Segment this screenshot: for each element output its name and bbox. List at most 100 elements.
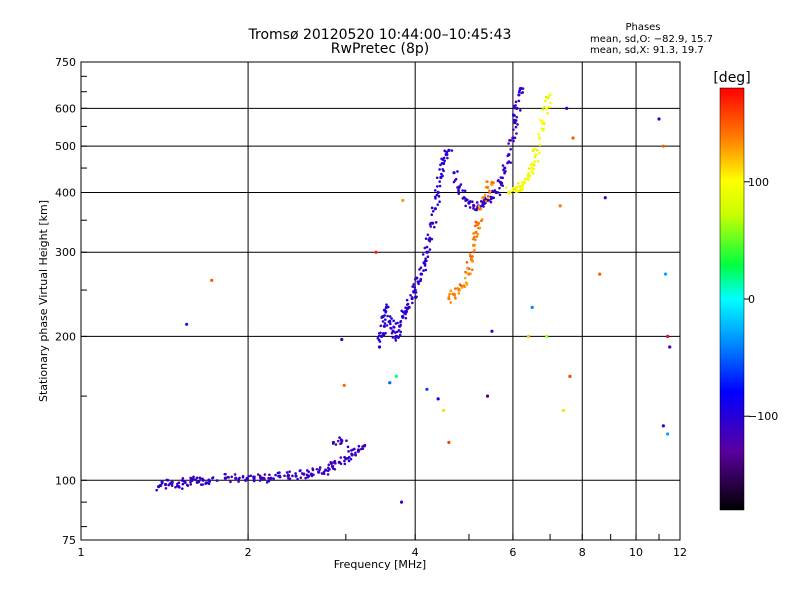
trace-dot xyxy=(336,439,340,443)
trace-dot xyxy=(211,476,215,479)
y-tick-label: 75 xyxy=(62,534,76,547)
trace-dot xyxy=(475,235,479,238)
trace-dot xyxy=(479,200,483,203)
trace-dot xyxy=(533,160,537,164)
trace-dot xyxy=(456,170,459,173)
colorbar-ticks: 100 0 −100 xyxy=(744,176,778,423)
trace-dot xyxy=(482,202,485,206)
trace-dot xyxy=(256,473,260,476)
trace-dot xyxy=(475,207,479,211)
trace-dot xyxy=(538,143,542,147)
trace-dot xyxy=(424,268,428,272)
trace-dot xyxy=(512,118,516,122)
trace-dot xyxy=(521,184,524,188)
trace-dot xyxy=(472,203,475,207)
trace-dot xyxy=(285,471,289,474)
trace-dot xyxy=(434,221,438,224)
phases-heading: Phases xyxy=(625,22,660,33)
trace-dot xyxy=(383,318,387,321)
trace-dot xyxy=(526,173,530,177)
trace-dot xyxy=(311,468,315,472)
trace-dot xyxy=(318,466,322,469)
trace-dot xyxy=(463,189,467,193)
x-axis-label: Frequency [MHz] xyxy=(334,558,426,571)
trace-dot xyxy=(274,473,277,477)
trace-dot xyxy=(539,118,542,122)
data-point xyxy=(324,468,328,472)
trace-dot xyxy=(395,330,399,334)
trace-dot xyxy=(383,322,387,325)
trace-dot xyxy=(461,189,465,192)
data-point xyxy=(513,121,517,125)
trace-dot xyxy=(516,182,520,185)
trace-dot xyxy=(426,233,430,237)
trace-dot xyxy=(454,177,458,181)
data-point xyxy=(436,397,440,401)
trace-dot xyxy=(294,472,297,475)
data-point xyxy=(388,381,392,385)
y-tick-label: 400 xyxy=(55,186,76,199)
trace-dot xyxy=(498,186,501,190)
phases-line-x: mean, sd,X: 91.3, 19.7 xyxy=(590,45,704,56)
data-point xyxy=(234,476,238,480)
trace-dot xyxy=(488,189,491,192)
data-point xyxy=(467,272,471,276)
trace-dot xyxy=(445,150,449,154)
trace-dot xyxy=(527,167,531,170)
trace-dot xyxy=(287,477,290,480)
trace-dot xyxy=(204,482,207,486)
data-point xyxy=(447,148,451,152)
data-point xyxy=(384,305,389,309)
trace-dot xyxy=(329,461,333,464)
trace-dot xyxy=(469,200,472,203)
trace-dot xyxy=(155,488,159,492)
trace-dot xyxy=(381,334,384,337)
trace-dot xyxy=(278,471,281,474)
trace-dot xyxy=(478,226,482,230)
data-point xyxy=(439,175,443,180)
data-point xyxy=(526,175,531,180)
trace-dot xyxy=(404,306,407,310)
trace-dot xyxy=(195,476,199,480)
trace-dot xyxy=(283,474,286,478)
trace-dot xyxy=(519,189,522,192)
trace-dot xyxy=(457,188,460,192)
trace-dot xyxy=(485,180,488,183)
trace-dot xyxy=(326,469,330,473)
trace-dot xyxy=(249,474,253,478)
trace-dot xyxy=(437,195,441,198)
trace-dot xyxy=(412,283,415,286)
trace-dot xyxy=(413,278,417,281)
trace-dot xyxy=(405,310,408,314)
trace-dot xyxy=(349,457,353,461)
trace-dot xyxy=(465,261,469,264)
trace-dot xyxy=(277,474,280,478)
data-point xyxy=(666,334,670,338)
trace-dot xyxy=(474,224,477,228)
trace-dot xyxy=(345,439,348,443)
data-point xyxy=(537,136,542,140)
trace-dot xyxy=(207,478,211,482)
trace-dot xyxy=(391,336,395,339)
trace-dot xyxy=(307,470,311,474)
trace-dot xyxy=(463,285,467,289)
trace-dot xyxy=(411,285,414,288)
data-point xyxy=(561,408,566,413)
data-point xyxy=(447,440,451,445)
data-point xyxy=(498,180,503,184)
trace-dot xyxy=(331,442,335,445)
data-point xyxy=(661,144,665,148)
trace-dot xyxy=(508,190,511,194)
trace-dot xyxy=(476,232,480,236)
trace-dot xyxy=(444,153,448,156)
data-point xyxy=(598,272,602,276)
data-point xyxy=(511,136,515,140)
trace-dot xyxy=(388,315,392,318)
trace-dot xyxy=(160,482,164,485)
trace-dot xyxy=(361,445,364,448)
trace-dot xyxy=(241,474,245,478)
data-point xyxy=(452,171,456,175)
colorbar-tick-label: 0 xyxy=(748,293,755,306)
trace-dot xyxy=(471,255,474,258)
trace-dot xyxy=(405,303,409,306)
